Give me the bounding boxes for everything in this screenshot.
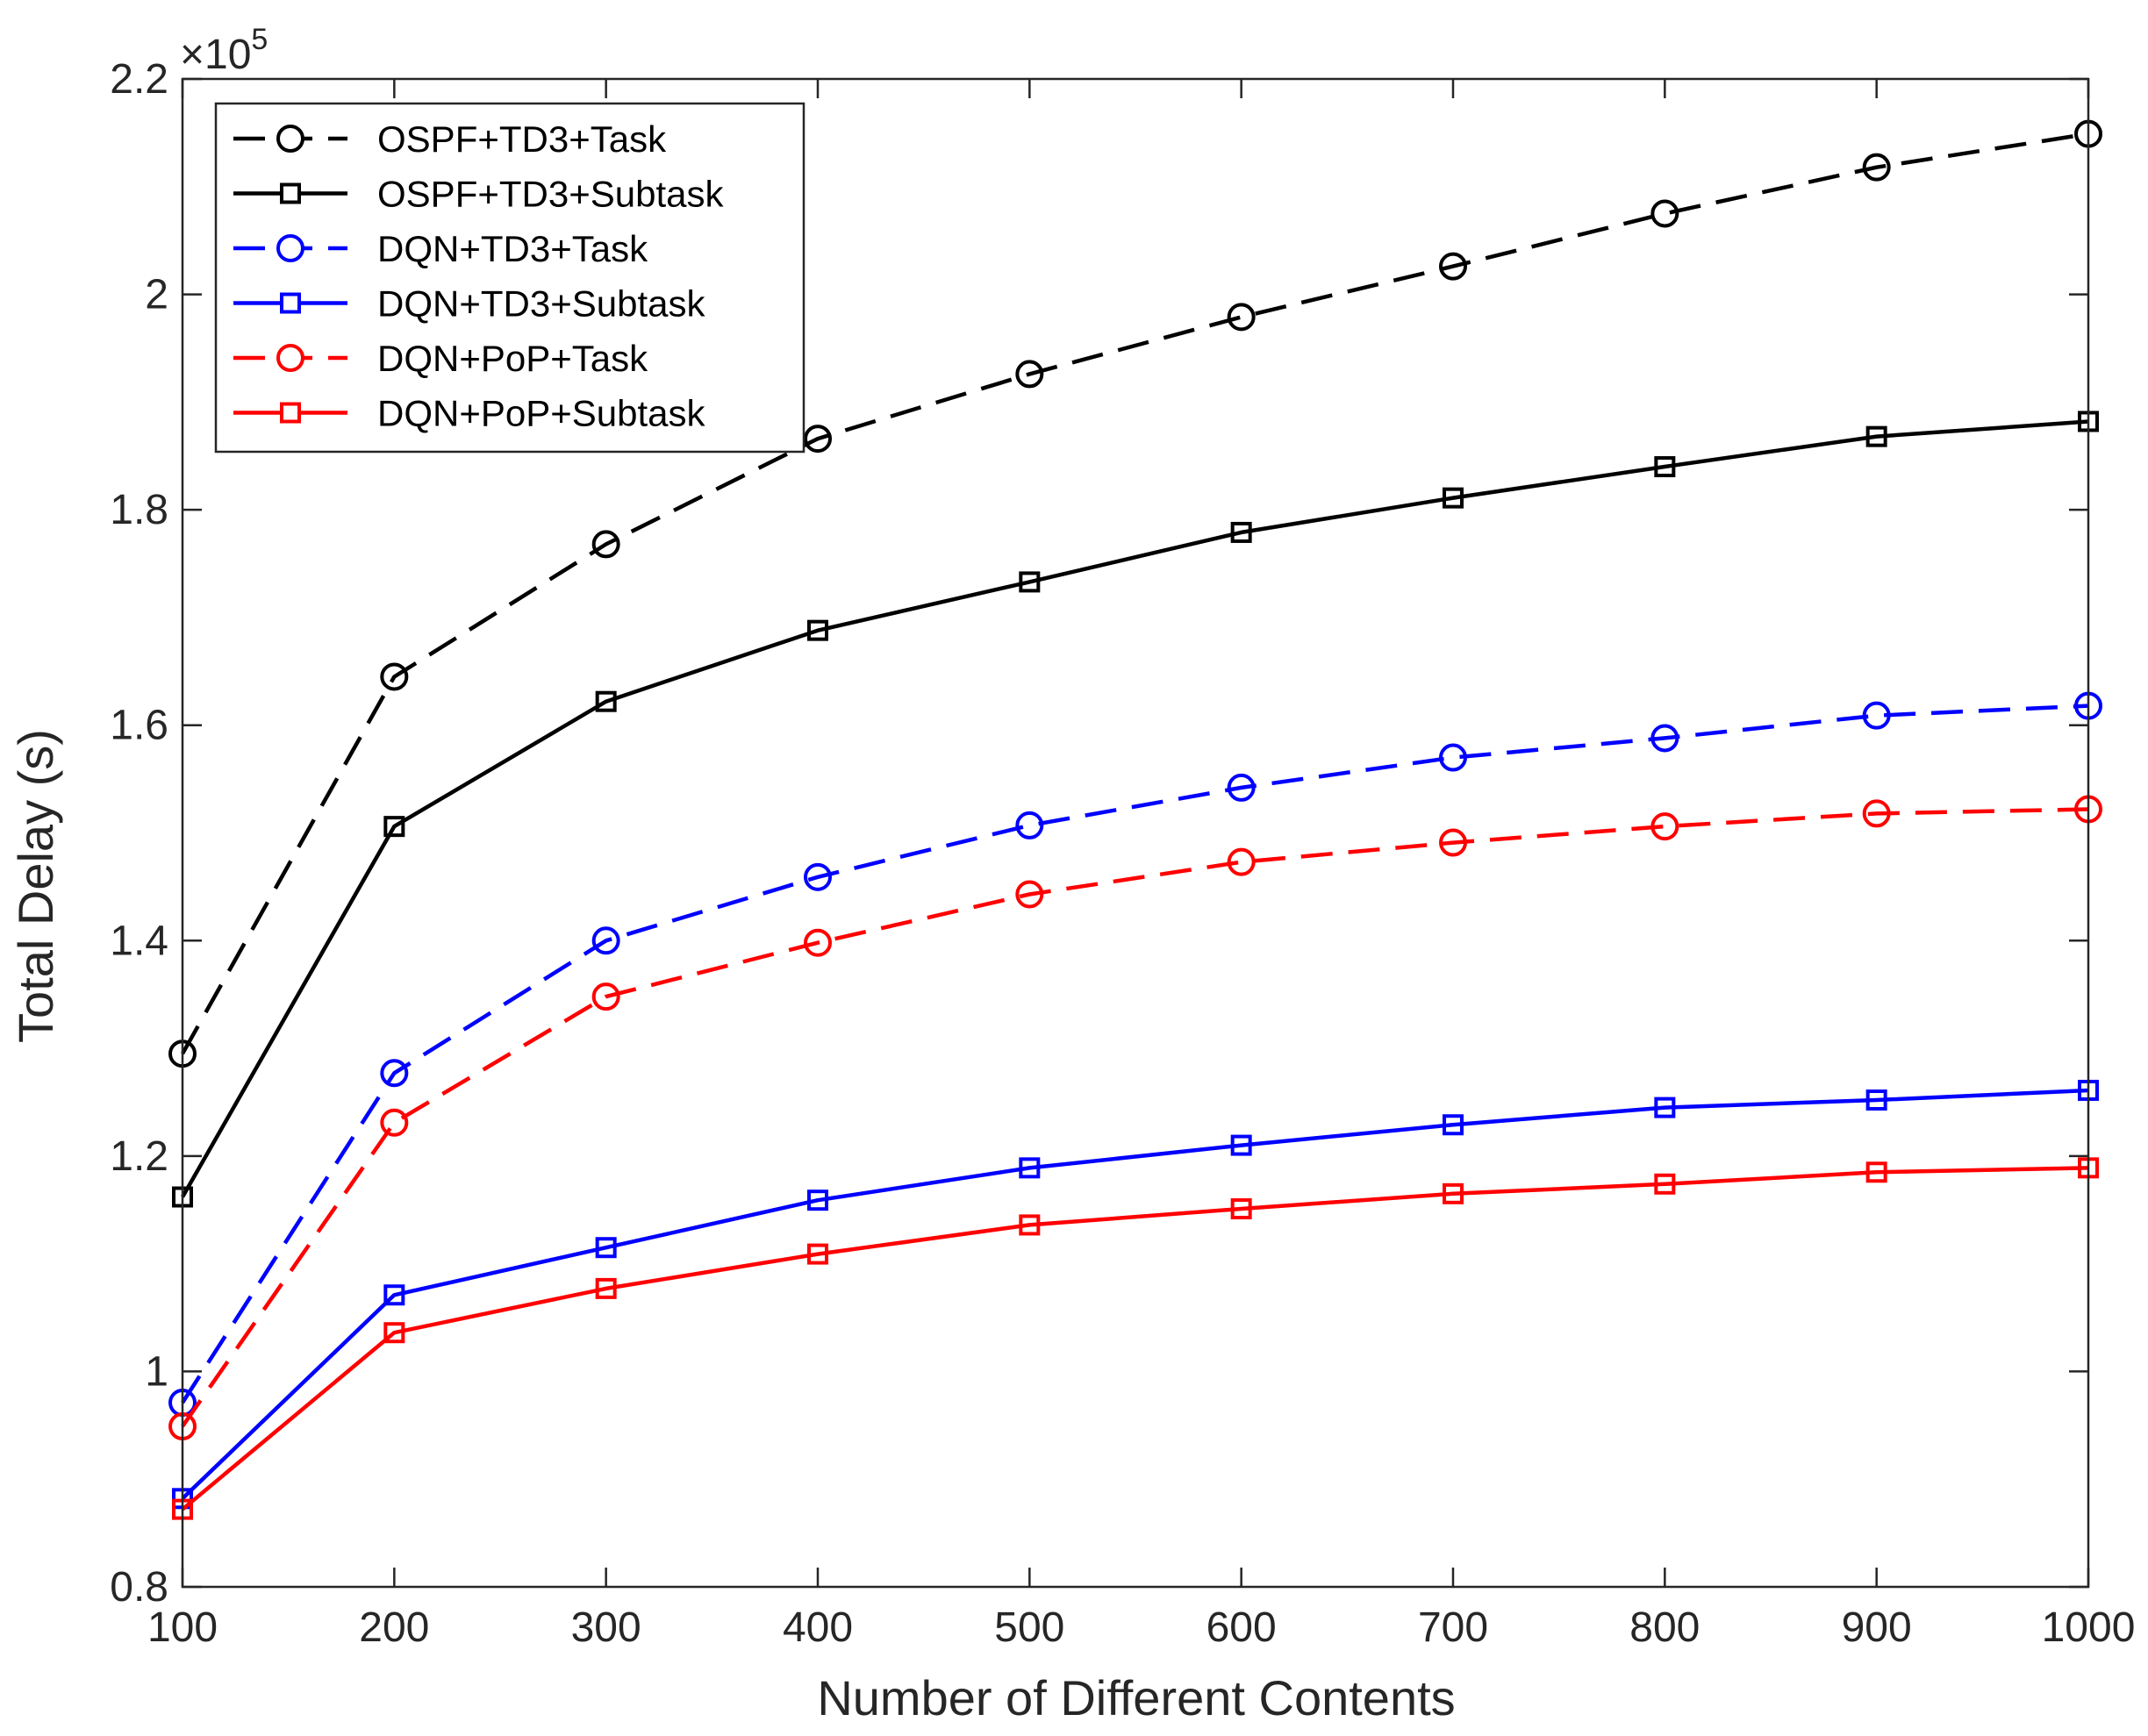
x-tick-label: 300 <box>571 1604 641 1651</box>
data-point-dqn-pop-task <box>804 928 832 957</box>
y-tick-label: 1.8 <box>110 487 168 533</box>
x-tick-label: 1000 <box>2042 1604 2136 1651</box>
data-point-ospf-td3-task <box>591 530 620 559</box>
series-line-dqn-pop-task <box>181 807 2089 1428</box>
data-point-ospf-td3-task <box>1227 303 1256 332</box>
x-tick-label: 500 <box>994 1604 1064 1651</box>
data-point-ospf-td3-task <box>804 425 832 454</box>
y-axis-label: Total Delay (s) <box>8 729 63 1043</box>
data-point-dqn-pop-task <box>1650 812 1679 841</box>
data-point-dqn-pop-subtask <box>1230 1198 1252 1220</box>
x-axis-label: Number of Different Contents <box>817 1670 1455 1725</box>
y-tick-label: 0.8 <box>110 1564 168 1611</box>
x-tick-label: 800 <box>1629 1604 1700 1651</box>
legend-marker-ospf-td3-task <box>276 125 304 153</box>
data-point-ospf-td3-task <box>1862 153 1891 182</box>
data-point-dqn-pop-subtask <box>1443 1182 1464 1204</box>
legend-marker-dqn-td3-subtask <box>280 292 301 314</box>
data-point-ospf-td3-subtask <box>807 619 828 641</box>
data-point-dqn-pop-task <box>1439 828 1467 857</box>
x-tick-label: 700 <box>1418 1604 1488 1651</box>
data-point-dqn-pop-task <box>1862 799 1891 828</box>
data-point-dqn-td3-subtask <box>1019 1157 1041 1179</box>
data-point-dqn-td3-subtask <box>807 1189 828 1211</box>
data-point-ospf-td3-subtask <box>383 816 405 838</box>
series-line-dqn-td3-subtask <box>181 1088 2089 1500</box>
x-tick-label: 400 <box>783 1604 853 1651</box>
y-tick-label: 1 <box>145 1348 168 1395</box>
data-point-dqn-td3-task <box>1227 773 1256 802</box>
data-point-ospf-td3-subtask <box>1654 456 1676 478</box>
data-point-dqn-pop-subtask <box>383 1322 405 1344</box>
data-point-ospf-td3-task <box>1650 199 1679 228</box>
data-point-ospf-td3-task <box>1015 360 1044 389</box>
data-point-dqn-td3-subtask <box>1230 1134 1252 1156</box>
legend-label-dqn-td3-subtask: DQN+TD3+Subtask <box>377 283 705 325</box>
legend-marker-ospf-td3-subtask <box>280 182 301 204</box>
data-point-dqn-pop-task <box>1227 847 1256 876</box>
legend-marker-dqn-pop-subtask <box>280 402 301 424</box>
data-point-dqn-pop-task <box>591 982 620 1011</box>
y-tick-label: 1.6 <box>110 703 168 749</box>
data-point-dqn-td3-task <box>591 926 620 955</box>
data-point-dqn-td3-subtask <box>595 1237 617 1259</box>
series-line-dqn-pop-subtask <box>181 1166 2089 1511</box>
series-group <box>168 119 2102 1520</box>
legend: OSPF+TD3+Task OSPF+TD3+Subtask DQN+TD3+Tas… <box>214 102 806 454</box>
data-point-dqn-pop-subtask <box>807 1243 828 1265</box>
data-point-dqn-pop-task <box>1015 880 1044 909</box>
data-point-dqn-td3-task <box>804 862 832 891</box>
data-point-ospf-td3-subtask <box>1019 571 1041 593</box>
data-point-dqn-td3-subtask <box>383 1284 405 1306</box>
legend-marker-dqn-pop-task <box>276 344 304 372</box>
y-tick-label: 2 <box>145 272 168 318</box>
data-point-ospf-td3-subtask <box>1443 487 1464 509</box>
data-point-dqn-td3-subtask <box>1654 1097 1676 1118</box>
data-point-dqn-pop-subtask <box>595 1277 617 1299</box>
y-exponent-label: ×105 <box>180 23 268 78</box>
legend-label-dqn-pop-subtask: DQN+PoP+Subtask <box>377 393 706 434</box>
series-line-ospf-td3-subtask <box>181 419 2089 1198</box>
x-tick-label: 600 <box>1206 1604 1277 1651</box>
y-tick-label: 2.2 <box>110 56 168 103</box>
series-line-ospf-td3-task <box>181 132 2089 1055</box>
legend-label-dqn-pop-task: DQN+PoP+Task <box>377 338 648 379</box>
data-point-dqn-pop-subtask <box>1654 1173 1676 1195</box>
data-point-dqn-pop-subtask <box>1019 1214 1041 1236</box>
data-point-dqn-td3-task <box>1862 701 1891 730</box>
series-line-dqn-td3-task <box>181 704 2089 1404</box>
y-tick-label: 1.4 <box>110 918 168 964</box>
data-point-dqn-td3-task <box>380 1059 409 1088</box>
data-point-ospf-td3-task <box>1439 252 1467 281</box>
legend-marker-dqn-td3-task <box>276 234 304 262</box>
legend-box <box>214 102 806 454</box>
axes-group: 100 200 300 400 500 600 700 800 900 1000 0.8 1 1.2 1.… <box>110 56 2135 1651</box>
data-point-ospf-td3-subtask <box>1230 521 1252 543</box>
legend-label-ospf-td3-task: OSPF+TD3+Task <box>377 118 667 160</box>
x-tick-label: 100 <box>147 1604 218 1651</box>
data-point-ospf-td3-subtask <box>1865 425 1887 447</box>
data-point-dqn-td3-task <box>1439 743 1467 772</box>
data-point-dqn-td3-task <box>1015 811 1044 839</box>
x-tick-label: 900 <box>1842 1604 1912 1651</box>
data-point-dqn-pop-subtask <box>1865 1161 1887 1183</box>
x-tick-label: 200 <box>359 1604 429 1651</box>
data-point-dqn-pop-task <box>380 1108 409 1137</box>
data-point-dqn-td3-subtask <box>1865 1089 1887 1111</box>
legend-label-ospf-td3-subtask: OSPF+TD3+Subtask <box>377 174 725 215</box>
axes-frame <box>181 77 2090 1589</box>
data-point-dqn-td3-subtask <box>1443 1114 1464 1136</box>
data-point-ospf-td3-subtask <box>595 690 617 712</box>
legend-label-dqn-td3-task: DQN+TD3+Task <box>377 228 648 269</box>
data-point-dqn-td3-task <box>1650 724 1679 753</box>
data-point-ospf-td3-task <box>380 662 409 691</box>
y-tick-label: 1.2 <box>110 1133 168 1180</box>
